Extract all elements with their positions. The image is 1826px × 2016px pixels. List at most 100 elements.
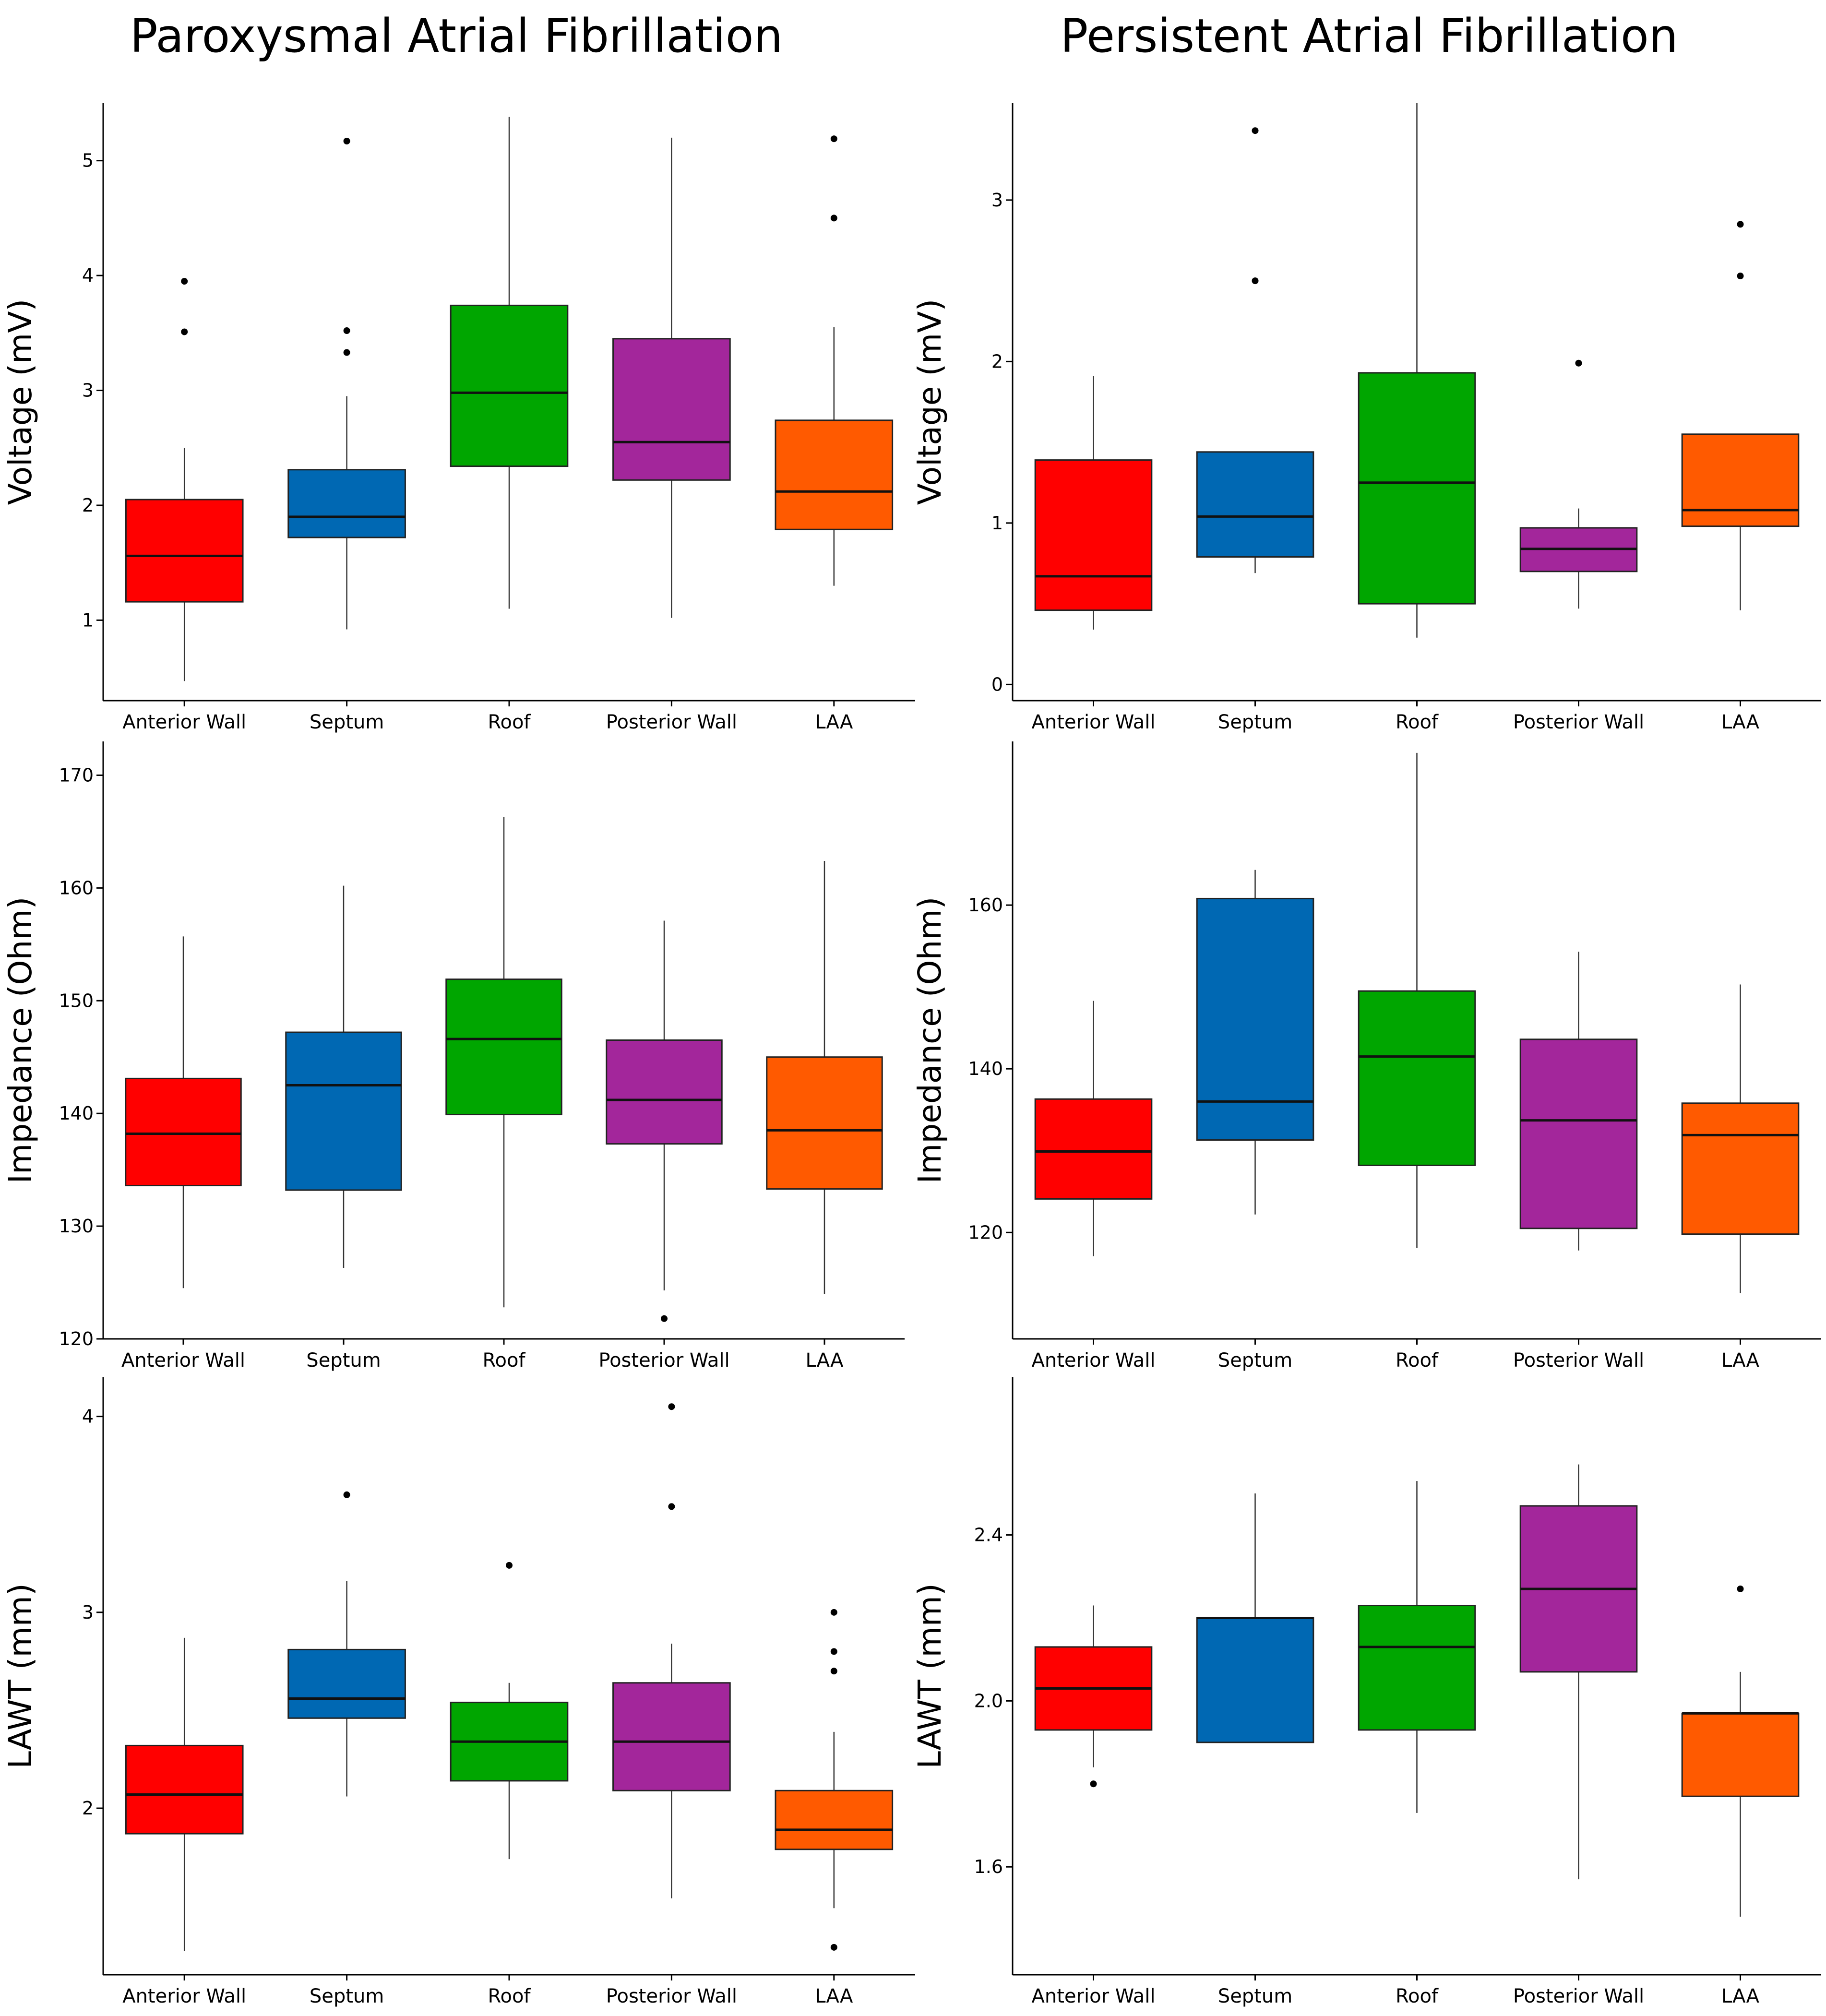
y-tick-label: 1	[82, 609, 94, 631]
box-septum	[287, 1491, 406, 1797]
box-iqr	[1681, 1712, 1800, 1797]
box-iqr	[612, 338, 731, 481]
outlier-point	[830, 1609, 837, 1616]
box-roof	[1358, 1481, 1476, 1813]
outlier-point	[1737, 273, 1744, 280]
box-roof	[450, 1562, 569, 1860]
outlier-point	[181, 328, 188, 335]
y-tick-label: 0	[991, 674, 1003, 695]
x-tick-label: Roof	[482, 1349, 525, 1372]
y-tick-label: 3	[82, 1602, 94, 1623]
outlier-point	[1252, 277, 1259, 285]
box-iqr	[1681, 1102, 1800, 1235]
outlier-point	[668, 1503, 675, 1510]
column-title-paroxysmal: Paroxysmal Atrial Fibrillation	[130, 9, 783, 63]
x-tick-label: Septum	[1218, 1349, 1292, 1372]
panel-impedance-persistent: 120 140 160 Impedance (Ohm) Anterior Wall Sep…	[911, 741, 1821, 1372]
outlier-point	[1737, 221, 1744, 228]
outlier-point	[830, 1668, 837, 1675]
x-tick-label: LAA	[815, 1985, 853, 2007]
y-tick-label: 1.6	[974, 1856, 1003, 1877]
x-tick-label: Anterior Wall	[1032, 711, 1156, 733]
box-anterior-wall	[125, 1637, 244, 1952]
x-tick-label: Roof	[488, 1985, 531, 2007]
panel-lawt-paroxysmal: 2 3 4 LAWT (mm) Anterior Wall Septum Roof Poste…	[2, 1377, 915, 2007]
x-tick-label: Roof	[1396, 1985, 1439, 2007]
box-iqr	[287, 469, 406, 538]
outlier-point	[830, 1648, 837, 1655]
x-tick-label: Roof	[488, 711, 531, 733]
box-laa	[766, 861, 883, 1294]
outlier-point	[1575, 359, 1582, 367]
box-iqr	[1196, 1617, 1314, 1743]
y-tick-label: 3	[991, 190, 1003, 211]
y-tick-label: 3	[82, 380, 94, 401]
x-tick-label: Posterior Wall	[1513, 1985, 1644, 2007]
outlier-point	[830, 215, 837, 222]
outlier-point	[668, 1403, 675, 1410]
box-posterior-wall	[1519, 952, 1638, 1251]
box-septum	[285, 885, 402, 1268]
outlier-point	[1737, 1585, 1744, 1592]
x-tick-label: Anterior Wall	[1032, 1985, 1156, 2007]
y-tick-label: 2	[82, 495, 94, 516]
x-tick-label: Septum	[306, 1349, 381, 1372]
box-iqr	[766, 1056, 883, 1190]
box-roof	[1358, 752, 1476, 1248]
y-axis-label: Voltage (mV)	[2, 299, 39, 505]
y-tick-label: 2	[82, 1798, 94, 1819]
y-tick-label: 140	[59, 1103, 94, 1124]
box-septum	[287, 138, 406, 630]
box-iqr	[1358, 990, 1476, 1166]
box-iqr	[287, 1648, 406, 1719]
outlier-point	[661, 1315, 668, 1322]
y-tick-label: 2.4	[974, 1525, 1003, 1546]
y-tick-label: 130	[59, 1216, 94, 1237]
box-iqr	[125, 1744, 244, 1835]
box-septum	[1196, 870, 1314, 1215]
box-roof	[1358, 103, 1476, 638]
box-laa	[1681, 221, 1800, 610]
column-title-persistent: Persistent Atrial Fibrillation	[1060, 9, 1678, 63]
panel-voltage-persistent: 0 1 2 3 Voltage (mV) Anterior Wall Septum Roof P…	[911, 103, 1821, 733]
outlier-point	[1090, 1780, 1097, 1788]
x-tick-label: LAA	[1721, 1985, 1760, 2007]
box-iqr	[606, 1039, 723, 1145]
x-tick-label: Posterior Wall	[606, 711, 737, 733]
x-tick-label: Posterior Wall	[598, 1349, 729, 1372]
y-tick-label: 4	[82, 265, 94, 286]
y-tick-label: 4	[82, 1406, 94, 1427]
box-laa	[1681, 984, 1800, 1293]
box-anterior-wall	[1034, 376, 1153, 630]
box-posterior-wall	[606, 920, 723, 1322]
box-anterior-wall	[125, 936, 242, 1288]
box-iqr	[125, 1077, 242, 1187]
box-laa	[1681, 1585, 1800, 1917]
y-tick-label: 120	[59, 1328, 94, 1349]
y-tick-label: 160	[59, 877, 94, 898]
outlier-point	[343, 327, 350, 334]
box-anterior-wall	[1034, 1605, 1153, 1788]
x-tick-label: Roof	[1396, 1349, 1439, 1372]
outlier-point	[830, 1944, 837, 1951]
x-tick-label: Posterior Wall	[1513, 711, 1644, 733]
x-tick-label: Anterior Wall	[122, 1985, 246, 2007]
box-posterior-wall	[1519, 1464, 1638, 1880]
outlier-point	[343, 1491, 350, 1498]
x-tick-label: Septum	[310, 1985, 384, 2007]
x-tick-label: Anterior Wall	[1032, 1349, 1156, 1372]
x-tick-label: Posterior Wall	[1513, 1349, 1644, 1372]
y-axis-label: LAWT (mm)	[911, 1583, 948, 1768]
panel-lawt-persistent: 1.6 2.0 2.4 LAWT (mm) Anterior Wall Septum Roo…	[911, 1377, 1821, 2007]
x-tick-label: Septum	[1218, 711, 1292, 733]
x-tick-label: Septum	[1218, 1985, 1292, 2007]
box-iqr	[445, 978, 562, 1116]
outlier-point	[181, 278, 188, 285]
box-posterior-wall	[612, 1403, 731, 1898]
x-tick-label: LAA	[815, 711, 853, 733]
box-laa	[775, 135, 894, 586]
box-iqr	[125, 499, 244, 603]
x-tick-label: Roof	[1396, 711, 1439, 733]
box-laa	[775, 1609, 894, 1951]
box-iqr	[1519, 1038, 1638, 1229]
